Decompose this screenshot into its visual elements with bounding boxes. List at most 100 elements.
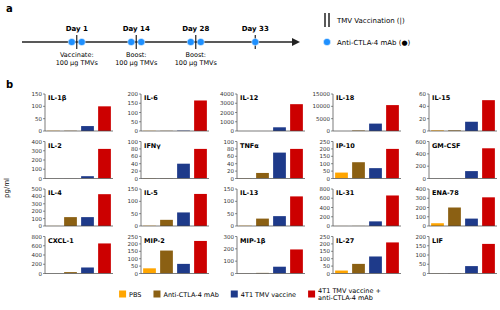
- y-tick-label: 0: [423, 271, 427, 277]
- y-tick: [427, 141, 429, 142]
- y-tick-label: 0: [327, 271, 331, 277]
- bar: [482, 244, 495, 274]
- y-tick-label: 400: [320, 205, 331, 211]
- y-tick-label: 100: [224, 198, 235, 204]
- bar: [160, 220, 173, 226]
- y-tick-label: 600: [320, 195, 331, 201]
- y-tick-label: 100: [224, 258, 235, 264]
- timeline: aDay 1Vaccinate:100 µg TMVsDay 14Boost:1…: [6, 3, 411, 67]
- y-axis-line: [333, 237, 334, 274]
- bar: [465, 266, 478, 273]
- panel-title: MIP-1β: [240, 237, 266, 245]
- bar: [64, 217, 77, 226]
- x-axis-line: [333, 131, 401, 132]
- y-tick: [43, 226, 45, 227]
- x-axis-line: [429, 273, 497, 274]
- y-tick-label: 0: [423, 176, 427, 182]
- y-tick: [43, 189, 45, 190]
- x-axis-line: [333, 226, 401, 227]
- bar: [194, 241, 207, 274]
- bars: [47, 194, 111, 226]
- y-tick: [43, 245, 45, 246]
- panel-title: IL-1β: [48, 94, 67, 102]
- y-tick-label: 60: [419, 91, 426, 97]
- y-tick-label: 50: [131, 119, 138, 125]
- y-tick-label: 0: [135, 128, 139, 134]
- y-tick: [139, 266, 141, 267]
- x-axis-line: [237, 273, 305, 274]
- text-line: Anti-CTLA-4 mAb: [163, 291, 218, 299]
- y-tick-label: 150: [416, 243, 427, 249]
- y-tick: [331, 273, 333, 274]
- legend-label: Anti-CTLA-4 mAb: [163, 291, 218, 299]
- y-tick: [427, 226, 429, 227]
- legend: PBSAnti-CTLA-4 mAb4T1 TMV vaccine4T1 TMV…: [119, 287, 381, 303]
- y-tick: [139, 226, 141, 227]
- y-tick: [331, 118, 333, 119]
- y-tick-label: 20: [131, 168, 138, 174]
- y-tick-label: 0: [39, 271, 43, 277]
- x-axis-line: [333, 273, 401, 274]
- text-line: anti-CTLA-4 mAb: [318, 294, 373, 302]
- legend-label: TMV Vaccination (|): [336, 17, 405, 25]
- bar: [273, 127, 286, 131]
- y-tick-label: 200: [320, 241, 331, 247]
- y-tick: [235, 121, 237, 122]
- y-tick-label: 200: [416, 234, 427, 240]
- day-label: Day 33: [242, 25, 269, 33]
- y-tick: [43, 196, 45, 197]
- day-label: Day 28: [182, 25, 209, 33]
- y-tick: [139, 141, 141, 142]
- panel-title: IL-27: [336, 237, 354, 245]
- bar: [177, 164, 190, 179]
- dose-dot: [138, 38, 145, 45]
- panel-title: TNFα: [240, 142, 259, 150]
- y-tick-label: 1000: [220, 119, 234, 125]
- y-tick: [235, 112, 237, 113]
- bar: [386, 195, 399, 226]
- y-tick-label: 500: [32, 186, 43, 192]
- y-tick-label: 800: [32, 234, 43, 240]
- y-tick: [427, 94, 429, 95]
- day-tick: [136, 35, 137, 49]
- y-tick-label: 100: [416, 214, 427, 220]
- bar: [160, 251, 173, 274]
- bar: [177, 264, 190, 274]
- legend-label: 4T1 TMV vaccine +anti-CTLA-4 mAb: [318, 287, 381, 303]
- bar-panel: 0100200300400IL-2: [32, 139, 114, 182]
- bars: [143, 194, 207, 226]
- y-tick: [331, 258, 333, 259]
- bars: [335, 195, 399, 226]
- y-tick-label: 150: [320, 248, 331, 254]
- bar: [290, 249, 303, 273]
- legend-symbol: [323, 38, 330, 45]
- text-line: 100 µg TMVs: [56, 59, 99, 67]
- text-line: 4T1 TMV vaccine: [241, 291, 296, 299]
- y-tick-label: 100: [320, 256, 331, 262]
- bar: [256, 219, 269, 226]
- y-tick-label: 800: [320, 186, 331, 192]
- y-tick: [235, 236, 237, 237]
- y-tick: [427, 216, 429, 217]
- legend-symbol: [324, 13, 326, 27]
- panel-title: ENA-78: [432, 189, 459, 197]
- y-tick: [331, 198, 333, 199]
- panel-title: IL-4: [48, 189, 62, 197]
- y-tick-label: 200: [32, 157, 43, 163]
- y-tick-label: 50: [131, 211, 138, 217]
- dose-annotation: Boost:100 µg TMVs: [115, 51, 158, 67]
- y-tick-label: 150: [224, 186, 235, 192]
- bars: [335, 149, 399, 179]
- y-tick: [235, 248, 237, 249]
- y-tick: [331, 207, 333, 208]
- bar: [290, 149, 303, 179]
- text-line: 100 µg TMVs: [115, 59, 158, 67]
- y-tick: [427, 264, 429, 265]
- y-tick-label: 200: [320, 146, 331, 152]
- y-tick: [427, 166, 429, 167]
- bar: [194, 100, 207, 131]
- y-tick-label: 100: [416, 252, 427, 258]
- y-tick-label: 150: [128, 100, 139, 106]
- y-tick-label: 0: [327, 223, 331, 229]
- y-tick: [43, 255, 45, 256]
